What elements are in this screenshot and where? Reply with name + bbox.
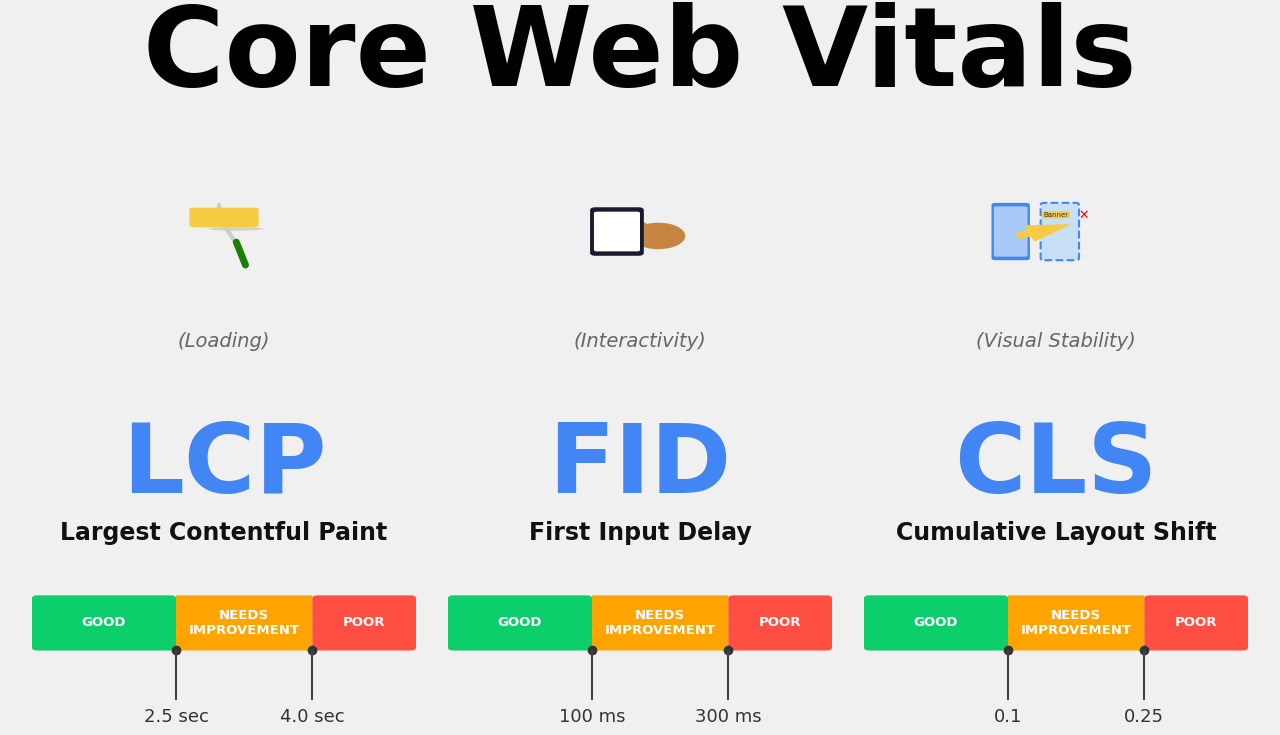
Text: CLS: CLS xyxy=(955,420,1157,513)
FancyArrow shape xyxy=(1016,225,1069,241)
Ellipse shape xyxy=(209,227,264,231)
Text: 300 ms: 300 ms xyxy=(695,708,762,725)
Text: ✕: ✕ xyxy=(1078,209,1089,222)
Text: GOOD: GOOD xyxy=(498,617,543,629)
Ellipse shape xyxy=(631,223,685,249)
Text: 100 ms: 100 ms xyxy=(559,708,625,725)
Text: First Input Delay: First Input Delay xyxy=(529,521,751,545)
FancyBboxPatch shape xyxy=(591,595,728,650)
Text: GOOD: GOOD xyxy=(914,617,959,629)
FancyBboxPatch shape xyxy=(1007,595,1144,650)
FancyBboxPatch shape xyxy=(189,208,259,227)
FancyBboxPatch shape xyxy=(590,207,644,256)
FancyBboxPatch shape xyxy=(175,595,312,650)
FancyBboxPatch shape xyxy=(992,203,1030,260)
Text: Largest Contentful Paint: Largest Contentful Paint xyxy=(60,521,388,545)
Text: POOR: POOR xyxy=(343,617,385,629)
FancyBboxPatch shape xyxy=(728,595,832,650)
Text: (Interactivity): (Interactivity) xyxy=(573,332,707,351)
FancyBboxPatch shape xyxy=(1144,595,1248,650)
Ellipse shape xyxy=(614,218,650,230)
Text: (Visual Stability): (Visual Stability) xyxy=(977,332,1135,351)
FancyBboxPatch shape xyxy=(448,595,591,650)
Text: GOOD: GOOD xyxy=(82,617,127,629)
Text: 0.25: 0.25 xyxy=(1124,708,1165,725)
Text: Core Web Vitals: Core Web Vitals xyxy=(143,1,1137,109)
Text: Cumulative Layout Shift: Cumulative Layout Shift xyxy=(896,521,1216,545)
FancyBboxPatch shape xyxy=(864,595,1007,650)
Text: NEEDS
IMPROVEMENT: NEEDS IMPROVEMENT xyxy=(1020,609,1132,637)
FancyBboxPatch shape xyxy=(594,212,640,251)
FancyBboxPatch shape xyxy=(312,595,416,650)
Text: Banner: Banner xyxy=(1043,212,1069,218)
Text: POOR: POOR xyxy=(759,617,801,629)
Text: 2.5 sec: 2.5 sec xyxy=(143,708,209,725)
Text: NEEDS
IMPROVEMENT: NEEDS IMPROVEMENT xyxy=(188,609,300,637)
FancyBboxPatch shape xyxy=(1042,211,1070,218)
FancyBboxPatch shape xyxy=(1041,203,1079,260)
Text: FID: FID xyxy=(548,420,732,513)
FancyBboxPatch shape xyxy=(32,595,175,650)
Text: LCP: LCP xyxy=(122,420,326,513)
Text: (Loading): (Loading) xyxy=(178,332,270,351)
Text: 4.0 sec: 4.0 sec xyxy=(280,708,344,725)
Text: POOR: POOR xyxy=(1175,617,1217,629)
Text: 0.1: 0.1 xyxy=(993,708,1023,725)
Text: NEEDS
IMPROVEMENT: NEEDS IMPROVEMENT xyxy=(604,609,716,637)
FancyBboxPatch shape xyxy=(993,207,1028,257)
